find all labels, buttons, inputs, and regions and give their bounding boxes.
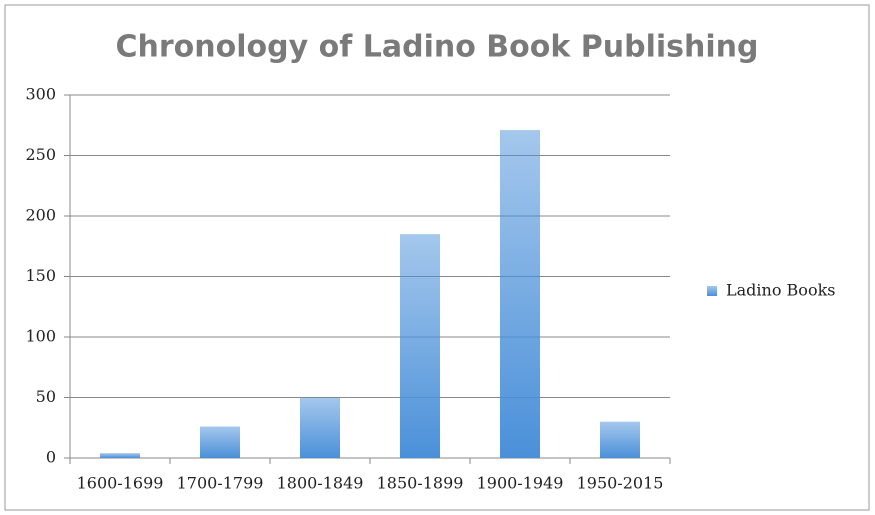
chart-title: Chronology of Ladino Book Publishing (116, 30, 759, 65)
x-tick-label: 1700-1799 (177, 474, 264, 493)
y-tick-label: 50 (36, 387, 56, 406)
legend-swatch (707, 286, 717, 296)
x-tick-label: 1850-1899 (377, 474, 464, 493)
y-tick-label: 100 (25, 327, 56, 346)
y-tick-label: 200 (25, 206, 56, 225)
y-tick-label: 150 (25, 266, 56, 285)
y-tick-label: 300 (25, 85, 56, 104)
x-tick-label: 1950-2015 (577, 474, 664, 493)
y-tick-label: 250 (25, 145, 56, 164)
x-tick-label: 1600-1699 (77, 474, 164, 493)
bar (600, 421, 640, 458)
x-tick-label: 1800-1849 (277, 474, 364, 493)
legend-label: Ladino Books (726, 281, 835, 300)
bar (500, 130, 540, 458)
bar (400, 234, 440, 458)
x-tick-label: 1900-1949 (477, 474, 564, 493)
y-tick-label: 0 (46, 448, 56, 467)
bar (100, 453, 140, 458)
bar (200, 426, 240, 458)
bar (300, 397, 340, 458)
